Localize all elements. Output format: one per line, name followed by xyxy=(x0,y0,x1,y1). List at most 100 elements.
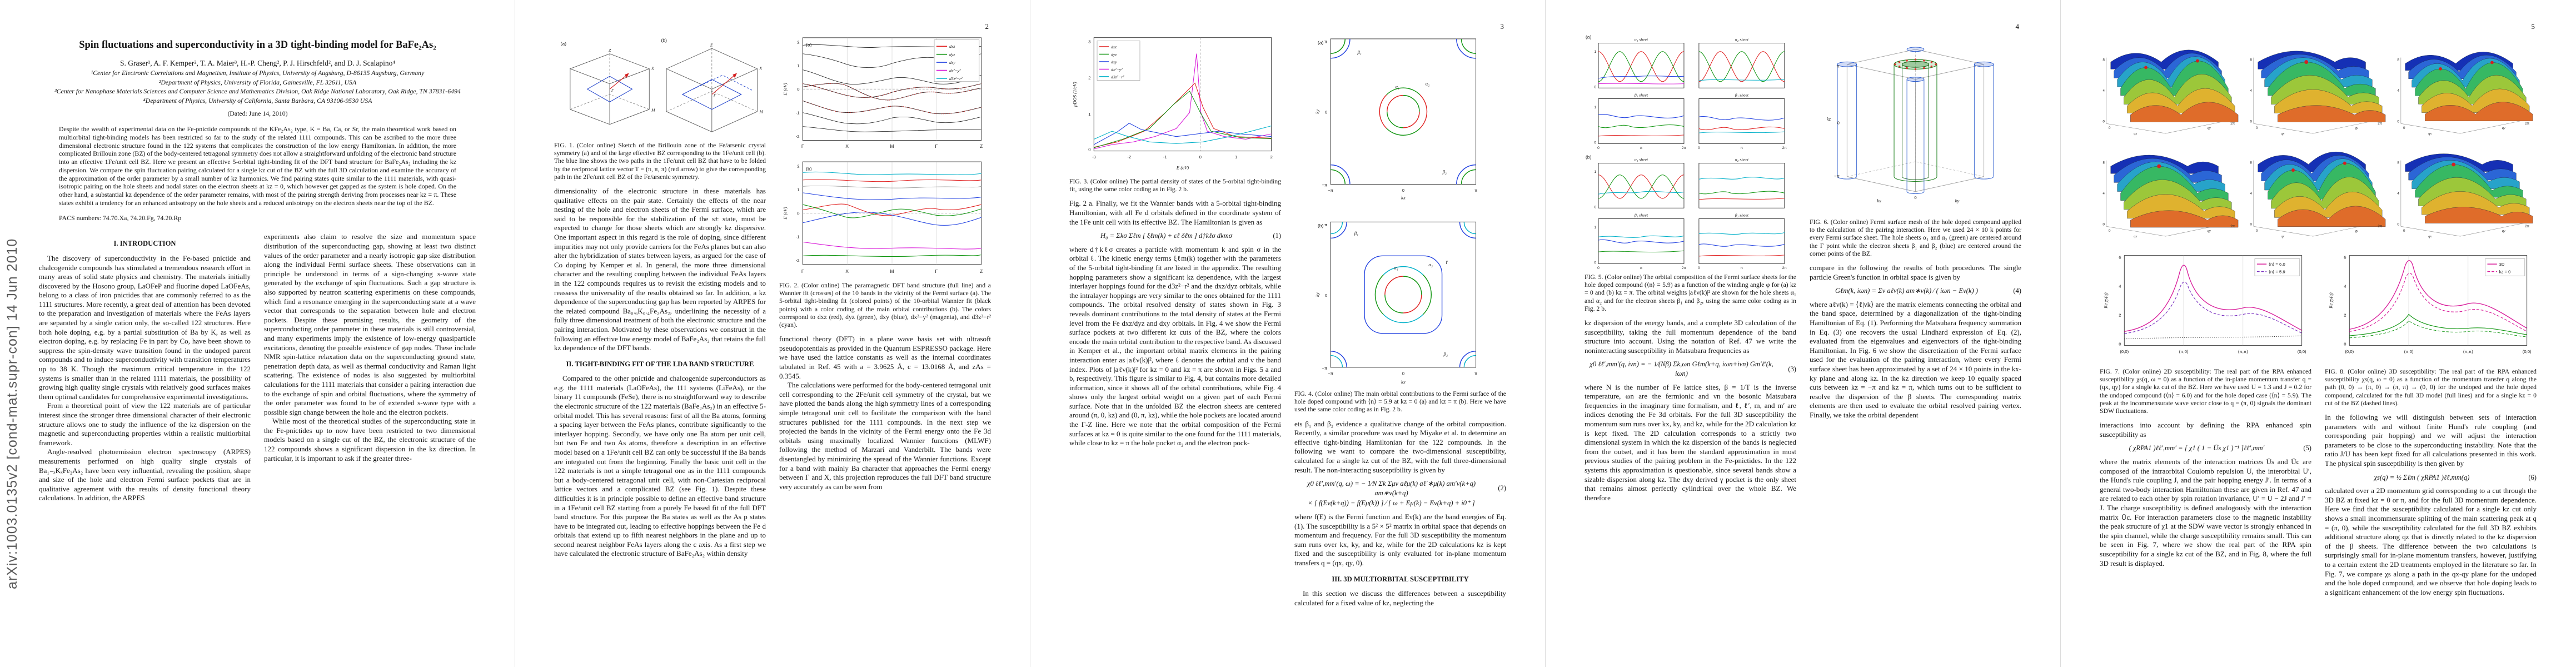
x-tick: 0 xyxy=(2403,126,2405,130)
y-tick: 1 xyxy=(1594,226,1596,230)
fig-surface-panel: 8 4 0 qx qy 0 2π xyxy=(2247,41,2390,141)
fig1-label-x: X xyxy=(759,66,762,71)
z-tick: 0 xyxy=(1837,121,1840,126)
z-tick: 8 xyxy=(2102,161,2105,165)
fig-surface-panel: 8 4 0 qx qy 0 2π xyxy=(2394,41,2537,141)
fig2-svg: (a) 2 1 0 -1 -2 E (eV) Γ X M Γ xyxy=(782,37,983,274)
x-tick: 2π xyxy=(2378,122,2383,126)
section-heading-susceptibility: III. 3D MULTIORBITAL SUSCEPTIBILITY xyxy=(1332,575,1469,583)
paragraph: Compared to the other pnictide and chalc… xyxy=(554,374,766,558)
fig6-kz-label: kz xyxy=(1827,116,1831,122)
x-axis-label: qx xyxy=(2134,235,2137,238)
fig3-caption: FIG. 3. (Color online) The partial densi… xyxy=(1069,178,1281,193)
x-tick: -3 xyxy=(1092,155,1096,160)
fig5-caption: FIG. 5. (Color online) The orbital compo… xyxy=(1585,273,1796,312)
fig5a-mini-alpha1: α₁ sheet 1 0 xyxy=(1594,37,1685,89)
x-tick: 0 xyxy=(1597,146,1600,150)
fig4-label-beta1: β₁ xyxy=(1353,231,1358,236)
x-axis-label: kx xyxy=(1401,379,1405,385)
y-tick: 0 xyxy=(1324,293,1327,298)
legend-entry: ⟨n⟩ = 6.0 xyxy=(2269,262,2285,267)
legend-entry: d3z²−r² xyxy=(949,76,963,81)
y-axis-label: ky xyxy=(1314,292,1320,297)
page-2-col-2: (a) 2 1 0 -1 -2 E (eV) Γ X M Γ xyxy=(779,31,991,559)
x-tick: Z xyxy=(980,143,983,149)
x-tick: Γ xyxy=(935,268,938,274)
y-axis-label: qy xyxy=(2208,126,2211,130)
x-tick: 0 xyxy=(1698,146,1700,150)
equation-number: (4) xyxy=(2013,287,2021,295)
page-1-content: Spin fluctuations and superconductivity … xyxy=(39,31,476,503)
y-tick: −π xyxy=(1322,182,1327,187)
y-tick: 2 xyxy=(1088,76,1090,81)
y-axis-label: qy xyxy=(2208,229,2211,233)
y-tick: 0 xyxy=(1594,141,1596,145)
paragraph: From a theoretical point of view the 122… xyxy=(39,401,251,447)
fig4-panel-a: (a) xyxy=(1314,38,1477,201)
legend-entry: dxy xyxy=(1111,59,1117,64)
x-tick: 0 xyxy=(2256,126,2258,130)
paragraph: where aℓν(k) = ⟨ℓ|νk⟩ are the matrix ele… xyxy=(1810,300,2021,419)
fig2-caption: FIG. 2. (Color online) The paramagnetic … xyxy=(779,282,991,329)
fig1-label-z: Z xyxy=(710,42,713,47)
fig4-label-alpha2: α₂ xyxy=(1425,81,1429,86)
y-axis-label: qy xyxy=(2355,126,2358,130)
x-tick: (0,0) xyxy=(2345,349,2354,354)
y-axis-label: Re χs(q) xyxy=(2328,292,2333,309)
z-tick: 4 xyxy=(2250,89,2252,93)
equation-3: χ0 ℓℓ′,mm′(q, iνn) = − 1⁄(Nβ) Σk,ωn Gℓm(… xyxy=(1585,360,1796,378)
paragraph: While most of the theoretical studies of… xyxy=(264,417,476,462)
x-tick: Γ xyxy=(801,143,804,149)
legend-entry: dxz xyxy=(949,44,955,49)
fig5-orbital-weights-a: (a) α₁ sheet 1 0 xyxy=(1585,32,1796,151)
x-tick: 0 xyxy=(2403,229,2405,233)
paragraph: interactions into account by defining th… xyxy=(2100,421,2311,439)
page-3-col-2: (a) xyxy=(1294,31,1506,608)
paragraph: where f(E) is the Fermi function and Eν(… xyxy=(1294,512,1506,567)
x-axis-label: qx xyxy=(2428,132,2431,136)
paragraph: Angle-resolved photoemission electron sp… xyxy=(39,447,251,502)
page-4: 4 (a) α₁ sheet xyxy=(1546,0,2061,667)
z-tick: 0 xyxy=(2102,222,2105,226)
y-tick: 0 xyxy=(1088,147,1090,152)
fig4-label-alpha2: α₂ xyxy=(1428,262,1433,267)
paragraph: Fig. 2 a. Finally, we fit the Wannier ba… xyxy=(1069,199,1281,226)
fig4-label-gamma: γ xyxy=(1446,258,1448,264)
fig-surface-panel: 8 4 0 qx qy 0 2π xyxy=(2100,41,2243,141)
paragraph: dimensionality of the electronic structu… xyxy=(554,187,766,352)
fig6-hole-cylinders xyxy=(1894,59,1937,182)
fig5a-mini-beta2: β₂ sheet 0 π 2π xyxy=(1698,93,1787,150)
x-tick: 2π xyxy=(2230,122,2235,126)
arxiv-watermark: arXiv:1003.0135v2 [cond-mat.supr-con] 14… xyxy=(4,238,20,589)
fig1-panel-b: (b) Γ Z X xyxy=(661,38,763,132)
page-2-col-1: (a) Γ Z X M xyxy=(554,31,766,559)
y-tick: 0 xyxy=(797,211,799,216)
x-tick: 0 xyxy=(2109,229,2111,233)
x-tick: (0,0) xyxy=(2298,349,2306,354)
equation-body: χ0 ℓℓ′,mm′(q, ω) = − 1⁄N Σk Σμν aℓμ(k) a… xyxy=(1307,480,1476,497)
x-tick: −π xyxy=(1328,371,1333,376)
z-tick: 4 xyxy=(2397,89,2399,93)
y-tick: 0 xyxy=(2344,341,2346,346)
y-tick: π xyxy=(1324,39,1327,44)
page-5-col-1: 6 4 2 0 Re χs(q) (0,0) (π,0) (π,π) (0,0) xyxy=(2100,249,2311,597)
x-tick: 2π xyxy=(1682,146,1687,150)
affiliation: ³Center for Nanophase Materials Sciences… xyxy=(54,87,461,96)
page-1: arXiv:1003.0135v2 [cond-mat.supr-con] 14… xyxy=(0,0,515,667)
fig8-svg: 6 4 2 0 Re χs(q) (0,0) (π,0) (π,π) (0,0) xyxy=(2328,255,2532,354)
pacs-line: PACS numbers: 74.70.Xa, 74.20.Fg, 74.20.… xyxy=(59,214,182,222)
legend-entry: ⟨n⟩ = 5.9 xyxy=(2269,269,2285,274)
z-tick: 4 xyxy=(2250,192,2252,196)
fig8-curves xyxy=(2349,260,2528,339)
fig5b-mini-beta2: β₂ sheet 0 π 2π xyxy=(1698,213,1787,270)
sheet-title: β₂ sheet xyxy=(1735,213,1749,218)
equation-1: H₀ = Σkσ Σℓm [ ξℓm(k) + εℓ δℓm ] d†kℓσ d… xyxy=(1069,231,1281,241)
x-tick: Γ xyxy=(801,268,804,274)
sheet-title: β₁ sheet xyxy=(1634,93,1648,98)
panel-label-a: (a) xyxy=(806,42,812,47)
affiliation: ⁴Department of Physics, University of Ca… xyxy=(143,96,372,104)
equation-body: ( χRPA1 )ℓℓ′,mm′ = [ χ1 ( 1 − Ūs χ1 )⁻¹ … xyxy=(2129,444,2265,452)
page-number: 2 xyxy=(985,22,989,31)
fig-surface-panel: 8 4 0 qx qy 0 2π xyxy=(2247,144,2390,243)
